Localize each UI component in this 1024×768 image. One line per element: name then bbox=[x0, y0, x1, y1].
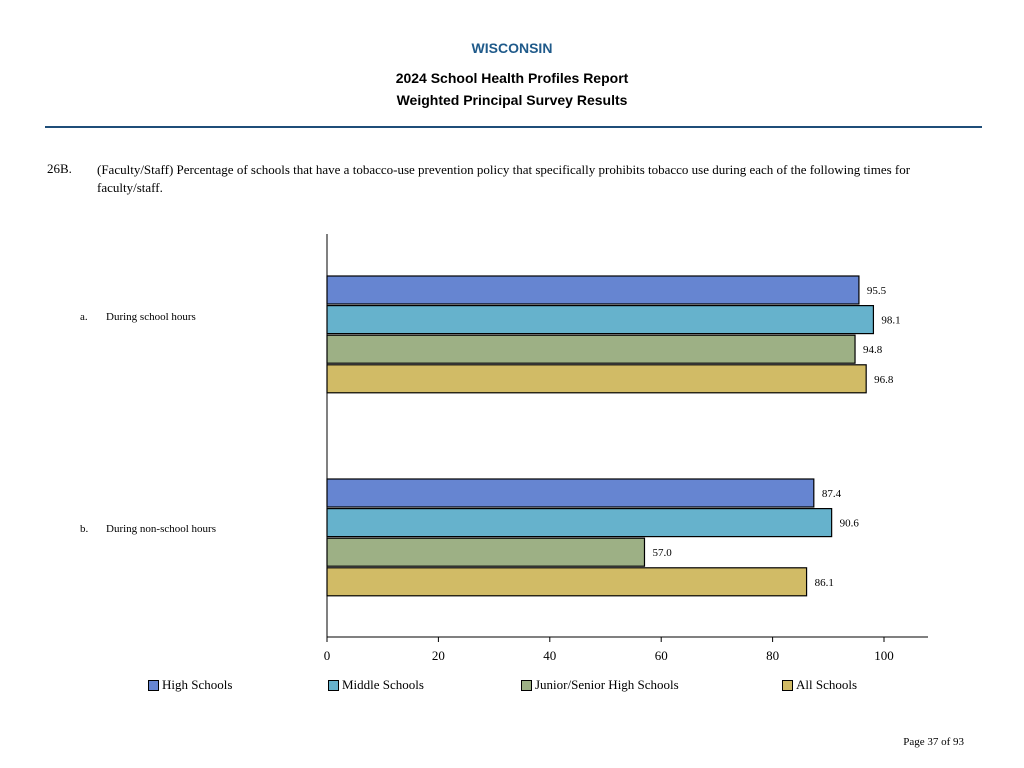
bar bbox=[326, 364, 867, 394]
report-title: 2024 School Health Profiles Report bbox=[395, 70, 629, 86]
legend-item-middle-schools: Middle Schools bbox=[328, 677, 424, 693]
legend-swatch-all-schools bbox=[782, 679, 793, 691]
x-tick-label: 100 bbox=[874, 648, 894, 663]
legend-label-junior-senior-high-schools: Junior/Senior High Schools bbox=[535, 677, 679, 692]
category-a-letter: a. bbox=[80, 311, 88, 323]
legend-swatch-middle-schools bbox=[328, 679, 339, 691]
question-text: (Faculty/Staff) Percentage of schools th… bbox=[97, 162, 911, 195]
bar bbox=[326, 334, 856, 364]
bar bbox=[326, 305, 875, 335]
bar-value-label: 87.4 bbox=[822, 488, 842, 500]
legend-swatch-junior-senior-high-schools bbox=[521, 679, 532, 691]
page-number: Page 37 of 93 bbox=[903, 736, 964, 748]
bar-value-label: 94.8 bbox=[863, 344, 883, 356]
legend-item-all-schools: All Schools bbox=[782, 677, 857, 693]
bar-value-label: 96.8 bbox=[874, 374, 894, 386]
legend-label-middle-schools: Middle Schools bbox=[342, 677, 424, 692]
x-tick-label: 20 bbox=[432, 648, 445, 663]
bar-value-label: 86.1 bbox=[815, 577, 834, 589]
legend-label-high-schools: High Schools bbox=[162, 677, 233, 692]
bar bbox=[326, 537, 646, 567]
bar-value-label: 98.1 bbox=[881, 315, 900, 327]
bar-value-label: 95.5 bbox=[867, 285, 887, 297]
bar-value-label: 57.0 bbox=[652, 547, 672, 559]
x-tick-label: 40 bbox=[543, 648, 556, 663]
x-tick-label: 0 bbox=[324, 648, 331, 663]
category-b-label: During non-school hours bbox=[106, 523, 216, 535]
legend-item-junior-senior-high-schools: Junior/Senior High Schools bbox=[521, 677, 679, 693]
bar bbox=[326, 508, 833, 538]
bar bbox=[326, 478, 815, 508]
header-divider bbox=[45, 126, 982, 128]
category-a-label: During school hours bbox=[106, 311, 196, 323]
state-name: WISCONSIN bbox=[471, 40, 553, 56]
report-subtitle: Weighted Principal Survey Results bbox=[396, 92, 628, 108]
x-tick-label: 80 bbox=[766, 648, 779, 663]
legend-label-all-schools: All Schools bbox=[796, 677, 858, 692]
category-b-letter: b. bbox=[80, 523, 89, 535]
legend-swatch-high-schools bbox=[148, 679, 159, 691]
legend-item-high-schools: High Schools bbox=[148, 677, 232, 693]
bar bbox=[326, 275, 860, 305]
question-number: 26B. bbox=[47, 161, 72, 176]
bar-value-label: 90.6 bbox=[840, 518, 860, 530]
x-tick-label: 60 bbox=[655, 648, 668, 663]
bar bbox=[326, 567, 808, 597]
